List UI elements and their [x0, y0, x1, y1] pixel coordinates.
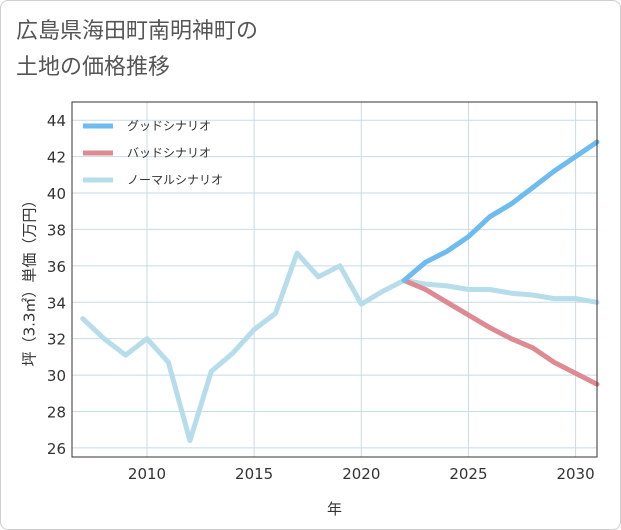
y-tick-label: 42	[47, 149, 66, 167]
x-tick-label: 2020	[342, 465, 380, 483]
legend-label-good: グッドシナリオ	[127, 119, 211, 133]
x-tick-label: 2025	[449, 465, 487, 483]
y-tick-label: 38	[47, 221, 66, 239]
legend-label-normal: ノーマルシナリオ	[127, 173, 223, 187]
y-tick-label: 34	[47, 294, 66, 312]
plot-frame	[71, 101, 598, 458]
grid	[72, 102, 597, 457]
x-tick-label: 2010	[128, 465, 166, 483]
y-tick-label: 44	[47, 112, 66, 130]
y-tick-label: 26	[47, 440, 66, 458]
chart-title: 広島県海田町南明神町の 土地の価格推移	[16, 14, 258, 86]
y-tick-label: 32	[47, 331, 66, 349]
series-lines	[80, 139, 600, 444]
chart-title-line-2: 土地の価格推移	[16, 55, 171, 80]
chart-title-line-1: 広島県海田町南明神町の	[16, 19, 259, 44]
y-tick-label: 28	[47, 403, 66, 421]
series-line-bad	[401, 277, 600, 387]
y-tick-label: 36	[47, 258, 66, 276]
x-tick-label: 2015	[235, 465, 273, 483]
series-line-good	[401, 139, 600, 283]
x-tick-label: 2030	[556, 465, 594, 483]
series-line-normal	[80, 250, 600, 444]
x-axis-title: 年	[327, 500, 342, 518]
y-tick-label: 30	[47, 367, 66, 385]
y-axis-title: 坪（3.3㎡）単価（万円）	[21, 193, 39, 367]
y-tick-label: 40	[47, 185, 66, 203]
legend-label-bad: バッドシナリオ	[127, 146, 211, 160]
tick-labels: 2010 2015 2020 2025 2030 26 28 30 32 34 36 38 40 42 44	[47, 112, 595, 483]
